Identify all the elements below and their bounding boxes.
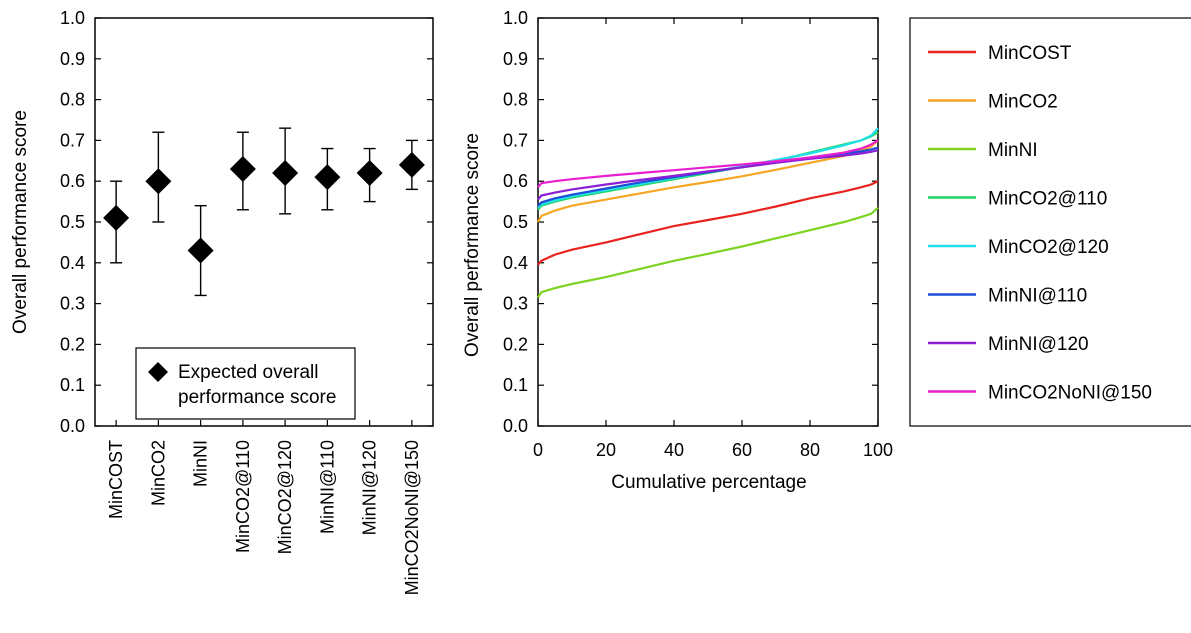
series-line: [537, 149, 879, 201]
right-x-axis-label: Cumulative percentage: [611, 472, 806, 493]
diamond-point: [398, 151, 425, 178]
left-legend: Expected overall performance score: [135, 347, 356, 420]
diamond-point: [103, 204, 130, 231]
diamond-point: [229, 155, 256, 182]
right-chart: 0.0 0.1 0.2 0.3 0.4 0.5 0.6 0.7 0.8 0.9 1.0 0 20 40 6…: [462, 8, 893, 493]
diamond-point: [272, 160, 299, 187]
right-plot-frame: [537, 17, 879, 427]
right-legend-box: [909, 17, 1191, 427]
left-legend-label-line2: performance score: [178, 387, 336, 408]
legend-label: MinNI@110: [988, 286, 1087, 307]
left-chart: 0.0 0.1 0.2 0.3 0.4 0.5 0.6 0.7 0.8 0.9 1.0 MinCOS…: [10, 8, 434, 595]
right-xtick-label: 0: [533, 440, 543, 460]
left-xtick-label: MinCO2@120: [275, 440, 295, 554]
legend-label: MinCO2@120: [988, 237, 1109, 258]
left-ytick-label: 0.0: [60, 416, 85, 436]
right-ytick-label: 0.0: [503, 416, 528, 436]
left-ytick-label: 0.4: [60, 253, 85, 273]
right-y-axis-label: Overall performance score: [462, 133, 483, 357]
left-xtick-label: MinCOST: [106, 440, 126, 519]
right-xtick-label: 60: [732, 440, 752, 460]
legend-label: MinNI@120: [988, 334, 1089, 355]
left-xtick-label: MinCO2NoNI@150: [402, 440, 422, 595]
left-ytick-label: 0.8: [60, 90, 85, 110]
right-ytick-label: 0.8: [503, 90, 528, 110]
right-ytick-label: 0.1: [503, 375, 528, 395]
right-ytick-label: 0.3: [503, 294, 528, 314]
left-xtick-label: MinCO2@110: [233, 440, 253, 553]
right-ytick-label: 0.4: [503, 253, 528, 273]
right-xtick-label: 40: [664, 440, 684, 460]
diamond-point: [356, 160, 383, 187]
left-ytick-label: 0.7: [60, 130, 85, 150]
right-ytick-label: 0.9: [503, 49, 528, 69]
diamond-point: [314, 164, 341, 191]
right-xtick-label: 80: [800, 440, 820, 460]
right-ytick-label: 0.5: [503, 212, 528, 232]
legend-label: MinCO2@110: [988, 189, 1107, 210]
left-ytick-label: 1.0: [60, 8, 85, 28]
series-line: [537, 206, 879, 299]
series-line: [537, 180, 879, 266]
left-xtick-label: MinNI: [191, 440, 211, 487]
left-ytick-label: 0.3: [60, 294, 85, 314]
left-ytick-label: 0.2: [60, 334, 85, 354]
right-ytick-label: 0.2: [503, 334, 528, 354]
left-legend-label-line1: Expected overall: [178, 362, 318, 383]
left-y-axis-label: Overall performance score: [10, 110, 31, 334]
series-line: [537, 139, 879, 223]
left-xtick-label: MinCO2: [148, 440, 168, 506]
left-legend-box: [135, 347, 356, 420]
series-line: [537, 139, 879, 189]
legend-label: MinNI: [988, 140, 1038, 161]
right-ytick-label: 0.7: [503, 130, 528, 150]
right-ytick-label: 0.6: [503, 171, 528, 191]
legend-label: MinCO2: [988, 92, 1058, 113]
legend-label: MinCOST: [988, 43, 1072, 64]
left-xtick-label: MinNI@110: [317, 440, 337, 534]
diamond-point: [187, 237, 214, 264]
legend-diamond-marker: [148, 362, 168, 382]
diamond-point: [145, 168, 172, 195]
left-xtick-label: MinNI@120: [360, 440, 380, 535]
left-ytick-label: 0.6: [60, 171, 85, 191]
left-ytick-label: 0.1: [60, 375, 85, 395]
left-ytick-label: 0.9: [60, 49, 85, 69]
legend-label: MinCO2NoNI@150: [988, 383, 1152, 404]
right-xtick-label: 20: [596, 440, 616, 460]
right-xtick-label: 100: [863, 440, 893, 460]
right-legend: MinCOST MinCO2 MinNI MinCO2@110 MinCO2@120 Mi…: [909, 17, 1191, 427]
left-ytick-label: 0.5: [60, 212, 85, 232]
right-ytick-label: 1.0: [503, 8, 528, 28]
